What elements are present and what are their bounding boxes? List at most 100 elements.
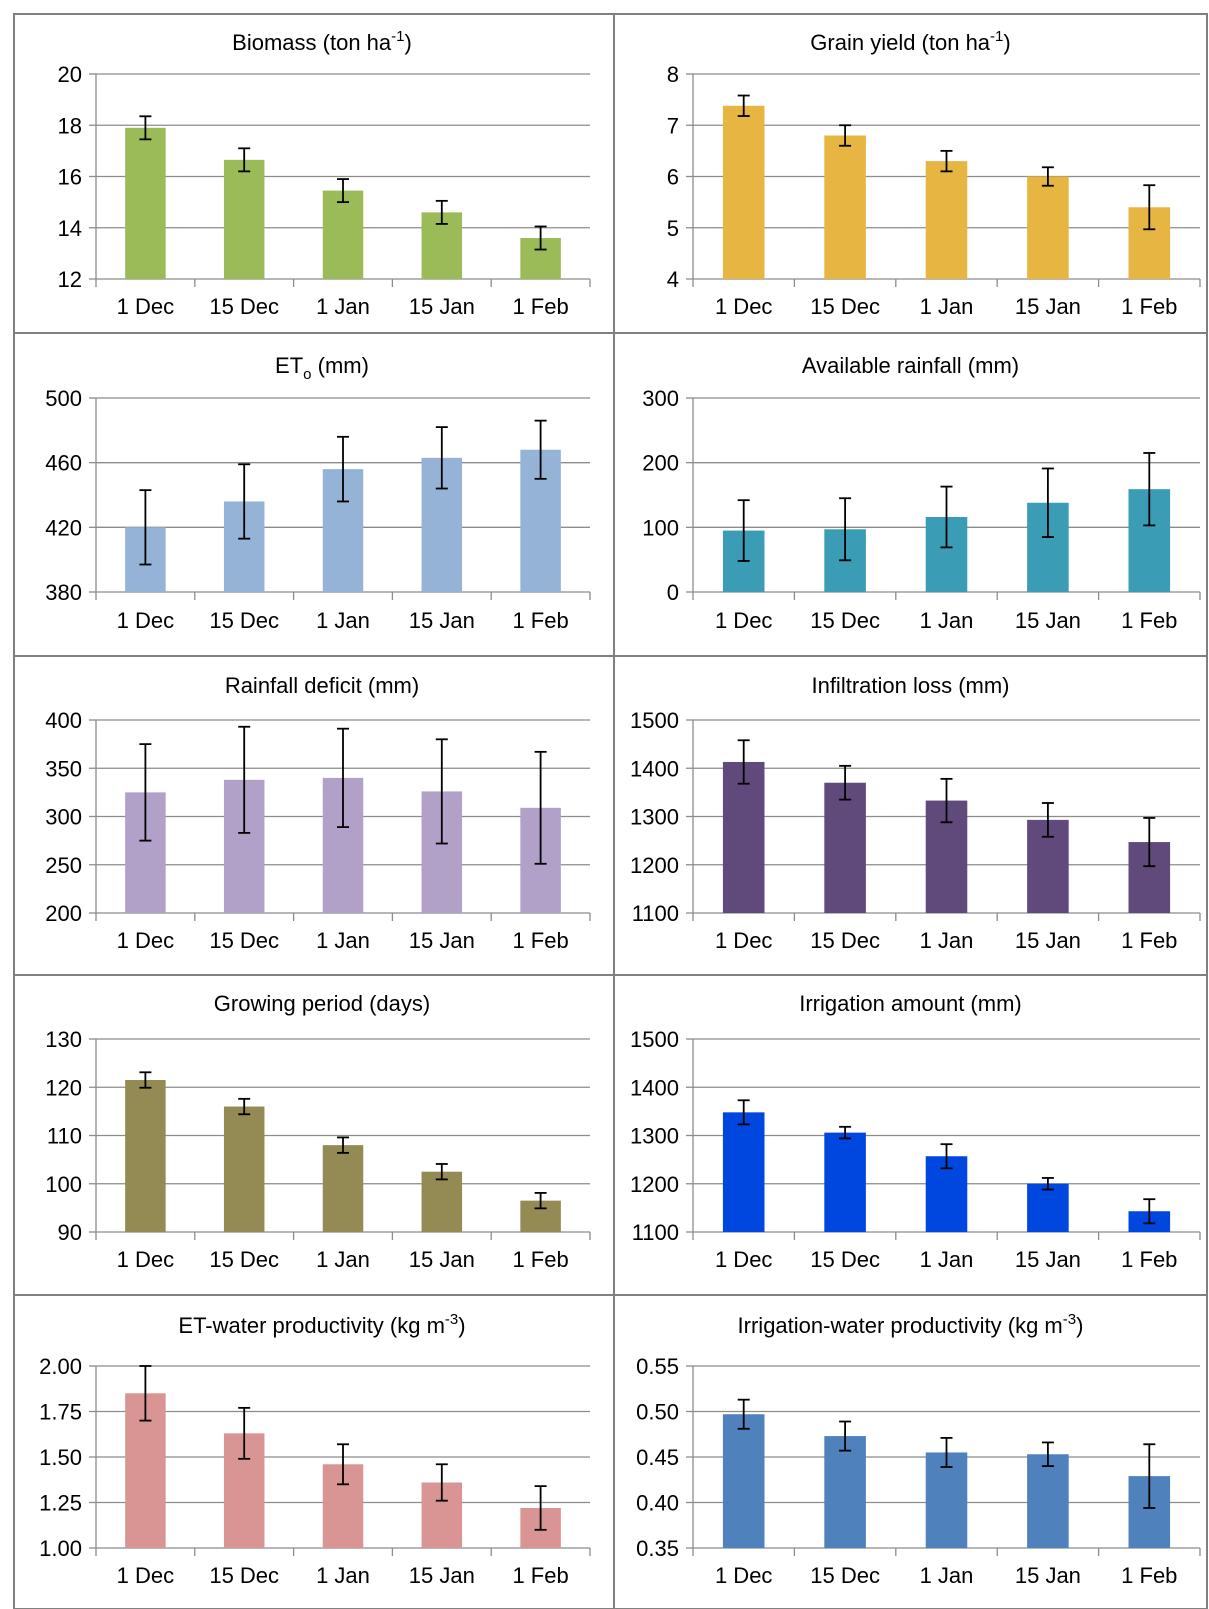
x-tick-label: 15 Dec: [810, 928, 880, 953]
chart-panel-7: Growing period (days) 90 100 110 120 130 1 Dec…: [45, 991, 591, 1272]
x-tick-label: 1 Feb: [1121, 1563, 1177, 1588]
x-tick-label: 1 Feb: [512, 1247, 568, 1272]
x-tick-label: 15 Dec: [810, 1563, 880, 1588]
x-tick-label: 1 Jan: [920, 1563, 974, 1588]
bar: [223, 1106, 265, 1232]
y-tick-label: 16: [58, 165, 82, 190]
bar: [1027, 1454, 1069, 1548]
chart-panel-3: ETo (mm) 380 420 460 500 1 Dec 15 Dec 1 Jan 15 J…: [45, 353, 591, 633]
chart-title: Rainfall deficit (mm): [225, 673, 419, 698]
bar: [722, 761, 765, 913]
chart-title: Available rainfall (mm): [802, 353, 1019, 378]
y-tick-label: 1300: [630, 805, 679, 830]
y-tick-label: 200: [642, 451, 679, 476]
x-tick-label: 1 Feb: [512, 928, 568, 953]
bar: [125, 1080, 166, 1232]
chart-title: Irrigation amount (mm): [799, 991, 1022, 1016]
y-tick-label: 6: [667, 165, 679, 190]
x-tick-label: 1 Jan: [920, 608, 974, 633]
x-tick-label: 1 Jan: [920, 1247, 974, 1272]
x-tick-label: 1 Dec: [715, 1563, 772, 1588]
y-tick-label: 14: [58, 216, 82, 241]
x-tick-label: 15 Jan: [409, 294, 475, 319]
x-tick-label: 15 Dec: [810, 1247, 880, 1272]
y-tick-label: 300: [642, 386, 679, 411]
x-tick-label: 1 Dec: [117, 1563, 174, 1588]
x-tick-label: 1 Jan: [316, 608, 370, 633]
x-tick-label: 1 Feb: [1121, 294, 1177, 319]
x-tick-label: 15 Dec: [810, 608, 880, 633]
y-tick-label: 1500: [630, 708, 679, 733]
chart-panel-9: ET-water productivity (kg m-3) 1.00 1.25 1.…: [39, 1311, 591, 1588]
chart-title: ETo (mm): [275, 353, 369, 383]
y-tick-label: 0.40: [636, 1491, 679, 1516]
x-tick-label: 1 Dec: [715, 294, 772, 319]
y-tick-label: 1100: [632, 901, 679, 926]
x-tick-label: 1 Dec: [117, 608, 174, 633]
y-tick-label: 1.00: [39, 1536, 82, 1561]
bar: [421, 1171, 463, 1232]
x-tick-label: 1 Feb: [512, 608, 568, 633]
y-tick-label: 8: [667, 62, 679, 87]
y-tick-label: 100: [45, 1172, 82, 1197]
bar: [322, 190, 364, 279]
bar: [223, 159, 265, 279]
x-tick-label: 15 Dec: [209, 608, 279, 633]
x-tick-label: 1 Feb: [1121, 1247, 1177, 1272]
y-tick-label: 7: [667, 113, 679, 138]
panel-border: [613, 13, 1208, 334]
panel-border: [13, 1294, 615, 1609]
y-tick-label: 1100: [632, 1220, 679, 1245]
chart-title: Biomass (ton ha-1): [232, 28, 412, 55]
x-tick-label: 15 Jan: [409, 608, 475, 633]
panel-border: [613, 1294, 1208, 1609]
x-tick-label: 1 Jan: [316, 294, 370, 319]
y-tick-label: 1200: [630, 853, 679, 878]
chart-panel-1: Biomass (ton ha-1) 12 14 16 18 20 1 Dec 15 Dec 1…: [58, 28, 591, 319]
bar: [824, 1132, 866, 1232]
y-tick-label: 4: [667, 267, 679, 292]
y-tick-label: 12: [58, 267, 82, 292]
bar: [722, 1112, 765, 1232]
y-tick-label: 1.75: [39, 1400, 82, 1425]
bar: [722, 1414, 765, 1548]
bar: [824, 782, 866, 913]
y-tick-label: 350: [45, 756, 82, 781]
y-tick-label: 90: [58, 1220, 82, 1245]
x-tick-label: 15 Jan: [409, 1247, 475, 1272]
y-tick-label: 1300: [630, 1124, 679, 1149]
y-tick-label: 1.25: [39, 1491, 82, 1516]
y-tick-label: 300: [45, 805, 82, 830]
x-tick-label: 1 Dec: [117, 1247, 174, 1272]
x-tick-label: 1 Jan: [316, 1563, 370, 1588]
chart-title: Grain yield (ton ha-1): [810, 28, 1010, 55]
chart-panel-8: Irrigation amount (mm) 1100 1200 1300 1400 15…: [630, 991, 1201, 1272]
x-tick-label: 15 Jan: [1015, 608, 1081, 633]
y-tick-label: 120: [45, 1075, 82, 1100]
x-tick-label: 1 Dec: [117, 928, 174, 953]
y-tick-label: 1400: [630, 756, 679, 781]
chart-title: Irrigation-water productivity (kg m-3): [738, 1311, 1084, 1338]
x-tick-label: 15 Jan: [1015, 1563, 1081, 1588]
y-tick-label: 0.45: [636, 1445, 679, 1470]
x-tick-label: 1 Feb: [512, 1563, 568, 1588]
x-tick-label: 15 Jan: [1015, 1247, 1081, 1272]
bar: [125, 127, 166, 279]
y-tick-label: 420: [45, 515, 82, 540]
x-tick-label: 15 Dec: [209, 1563, 279, 1588]
y-tick-label: 250: [45, 853, 82, 878]
bar: [722, 105, 765, 280]
x-tick-label: 1 Dec: [715, 928, 772, 953]
x-tick-label: 1 Feb: [1121, 928, 1177, 953]
y-tick-label: 380: [45, 580, 82, 605]
y-tick-label: 0.50: [636, 1400, 679, 1425]
chart-panel-10: Irrigation-water productivity (kg m-3) 0.…: [636, 1311, 1201, 1588]
panel-border: [613, 655, 1208, 976]
y-tick-label: 400: [45, 708, 82, 733]
x-tick-label: 15 Jan: [1015, 928, 1081, 953]
x-tick-label: 1 Dec: [715, 608, 772, 633]
bar: [322, 1145, 364, 1232]
bar: [1027, 1183, 1069, 1232]
y-tick-label: 0: [667, 580, 679, 605]
